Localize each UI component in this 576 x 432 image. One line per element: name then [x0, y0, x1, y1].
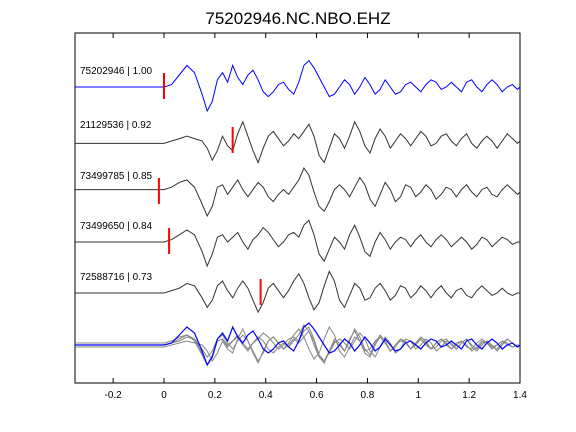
- trace-label: 72588716 | 0.73: [80, 272, 153, 283]
- trace-group: 75202946 | 1.00: [75, 59, 521, 113]
- x-axis: -0.2 0 0.2 0.4 0.6 0.8 1 1.2 1.4: [105, 33, 527, 401]
- trace-group: 73499650 | 0.84: [75, 219, 520, 268]
- x-tick-label: 0: [161, 390, 167, 401]
- trace-group: 73499785 | 0.85: [75, 166, 521, 218]
- trace-line: [75, 166, 521, 218]
- trace-line: [75, 120, 521, 164]
- x-tick-label: 1: [416, 390, 422, 401]
- x-tick-label: 0.2: [208, 390, 222, 401]
- trace-label: 73499785 | 0.85: [80, 171, 153, 182]
- x-tick-label: 0.6: [310, 390, 324, 401]
- trace-line: [75, 59, 521, 113]
- overlay-stack: [75, 322, 521, 367]
- x-tick-label: 0.4: [259, 390, 273, 401]
- trace-label: 21129536 | 0.92: [80, 120, 152, 131]
- overlay-trace: [75, 326, 520, 367]
- x-tick-label: 1.2: [462, 390, 476, 401]
- plot-frame: [74, 32, 521, 384]
- x-tick-label: -0.2: [105, 390, 123, 401]
- trace-line: [75, 270, 520, 314]
- trace-label: 75202946 | 1.00: [80, 66, 153, 77]
- x-tick-label: 1.4: [513, 390, 527, 401]
- trace-stack: 75202946 | 1.00 21129536 | 0.92 73499785 |…: [75, 59, 521, 314]
- chart-title: 75202946.NC.NBO.EHZ: [205, 9, 390, 28]
- overlay-reference-trace: [75, 322, 521, 367]
- trace-line: [75, 219, 520, 268]
- trace-group: 21129536 | 0.92: [75, 120, 521, 164]
- trace-label: 73499650 | 0.84: [80, 221, 153, 232]
- trace-group: 72588716 | 0.73: [75, 270, 520, 314]
- x-tick-label: 0.8: [360, 390, 374, 401]
